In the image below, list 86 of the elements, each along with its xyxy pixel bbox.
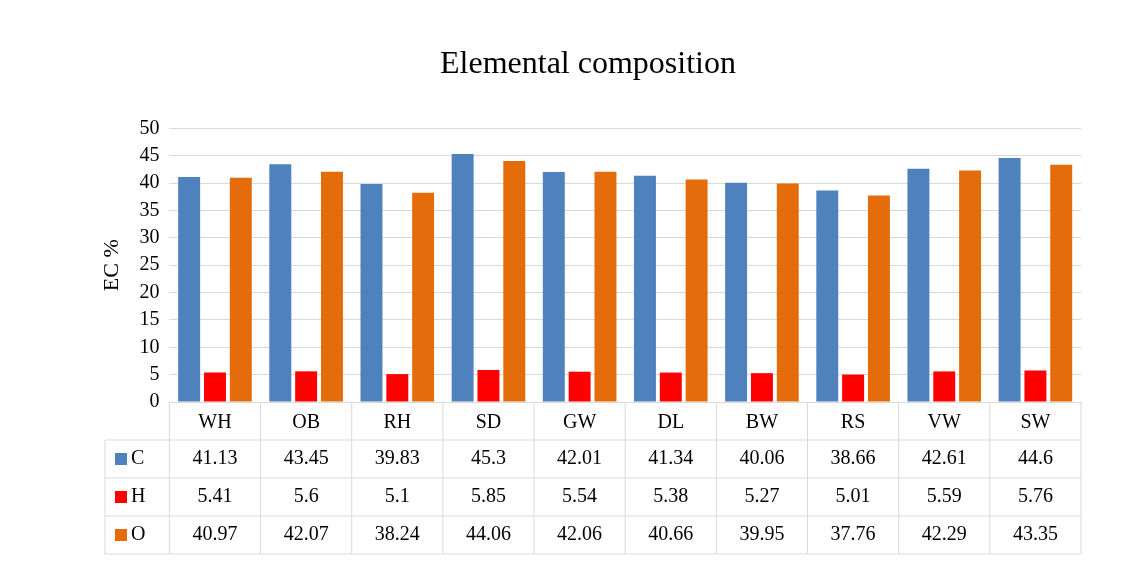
data-label: 5.38 <box>653 484 689 507</box>
data-label: 5.76 <box>1017 484 1053 507</box>
bar <box>477 369 500 402</box>
data-label: 42.01 <box>557 446 603 469</box>
bar <box>320 171 343 402</box>
data-label: 37.76 <box>830 522 876 545</box>
y-tick-label: 45 <box>139 143 160 166</box>
data-label: 38.24 <box>374 522 420 545</box>
bar <box>750 373 773 402</box>
y-tick-label: 0 <box>149 389 160 412</box>
bar <box>816 190 839 402</box>
x-tick-label: SW <box>1020 410 1051 433</box>
data-label: 5.85 <box>470 484 506 507</box>
bar <box>1050 164 1073 402</box>
data-label: 42.06 <box>557 522 603 545</box>
bar <box>360 184 383 402</box>
y-tick-label: 10 <box>139 334 160 357</box>
data-label: 42.61 <box>921 446 967 469</box>
bar <box>867 195 890 402</box>
bar <box>998 157 1021 402</box>
x-tick-label: VW <box>927 410 962 433</box>
data-label: 44.6 <box>1017 446 1053 469</box>
data-label: 5.1 <box>384 484 410 507</box>
data-label: 42.07 <box>283 522 329 545</box>
y-axis-title: EC % <box>97 239 123 292</box>
bar <box>451 154 474 402</box>
data-label: 45.3 <box>470 446 506 469</box>
bar <box>178 176 201 402</box>
legend-label: H <box>131 484 146 507</box>
x-tick-label: RH <box>383 410 412 433</box>
data-label: 5.27 <box>744 484 780 507</box>
data-label: 41.13 <box>192 446 238 469</box>
bar <box>542 172 565 402</box>
data-label: 43.35 <box>1012 522 1058 545</box>
bar <box>959 170 982 402</box>
x-tick-label: WH <box>198 410 232 433</box>
bar <box>568 371 591 402</box>
bar <box>776 183 799 402</box>
legend-label: C <box>131 446 145 469</box>
bar <box>503 160 526 402</box>
bar <box>229 177 252 402</box>
data-label: 41.34 <box>648 446 694 469</box>
data-label: 5.01 <box>835 484 871 507</box>
y-tick-label: 20 <box>139 279 160 302</box>
data-label: 5.54 <box>562 484 598 507</box>
data-label: 42.29 <box>921 522 967 545</box>
bar <box>685 179 708 402</box>
x-tick-label: DL <box>657 410 685 433</box>
bar <box>659 372 682 402</box>
bar <box>1024 370 1047 402</box>
bar <box>933 371 956 402</box>
data-label: 43.45 <box>283 446 329 469</box>
data-label: 5.6 <box>293 484 319 507</box>
x-tick-label: BW <box>745 410 779 433</box>
x-tick-label: GW <box>562 410 597 433</box>
y-tick-label: 30 <box>139 225 160 248</box>
bar <box>842 374 865 402</box>
bar <box>269 164 292 402</box>
y-tick-label: 35 <box>139 197 160 220</box>
bar <box>907 168 930 402</box>
data-label: 39.95 <box>739 522 785 545</box>
data-label: 40.66 <box>648 522 694 545</box>
x-tick-label: RS <box>840 410 866 433</box>
data-label: 5.59 <box>926 484 962 507</box>
bar <box>295 371 318 402</box>
x-tick-label: OB <box>292 410 321 433</box>
y-tick-label: 50 <box>139 115 160 138</box>
y-tick-label: 15 <box>139 307 160 330</box>
y-tick-label: 5 <box>149 361 160 384</box>
data-label: 38.66 <box>830 446 876 469</box>
bar <box>594 171 617 402</box>
bar <box>725 182 748 402</box>
bar <box>204 372 226 402</box>
bar <box>633 175 656 402</box>
y-tick-label: 40 <box>139 170 160 193</box>
legend-label: O <box>131 522 146 545</box>
data-label: 40.06 <box>739 446 785 469</box>
data-label: 44.06 <box>465 522 511 545</box>
chart-title: Elemental composition <box>440 43 736 80</box>
bar <box>412 192 435 402</box>
y-tick-label: 25 <box>139 252 160 275</box>
data-label: 40.97 <box>192 522 238 545</box>
data-label: 5.41 <box>197 484 233 507</box>
x-tick-label: SD <box>475 410 502 433</box>
bar <box>386 374 409 402</box>
data-label: 39.83 <box>374 446 420 469</box>
